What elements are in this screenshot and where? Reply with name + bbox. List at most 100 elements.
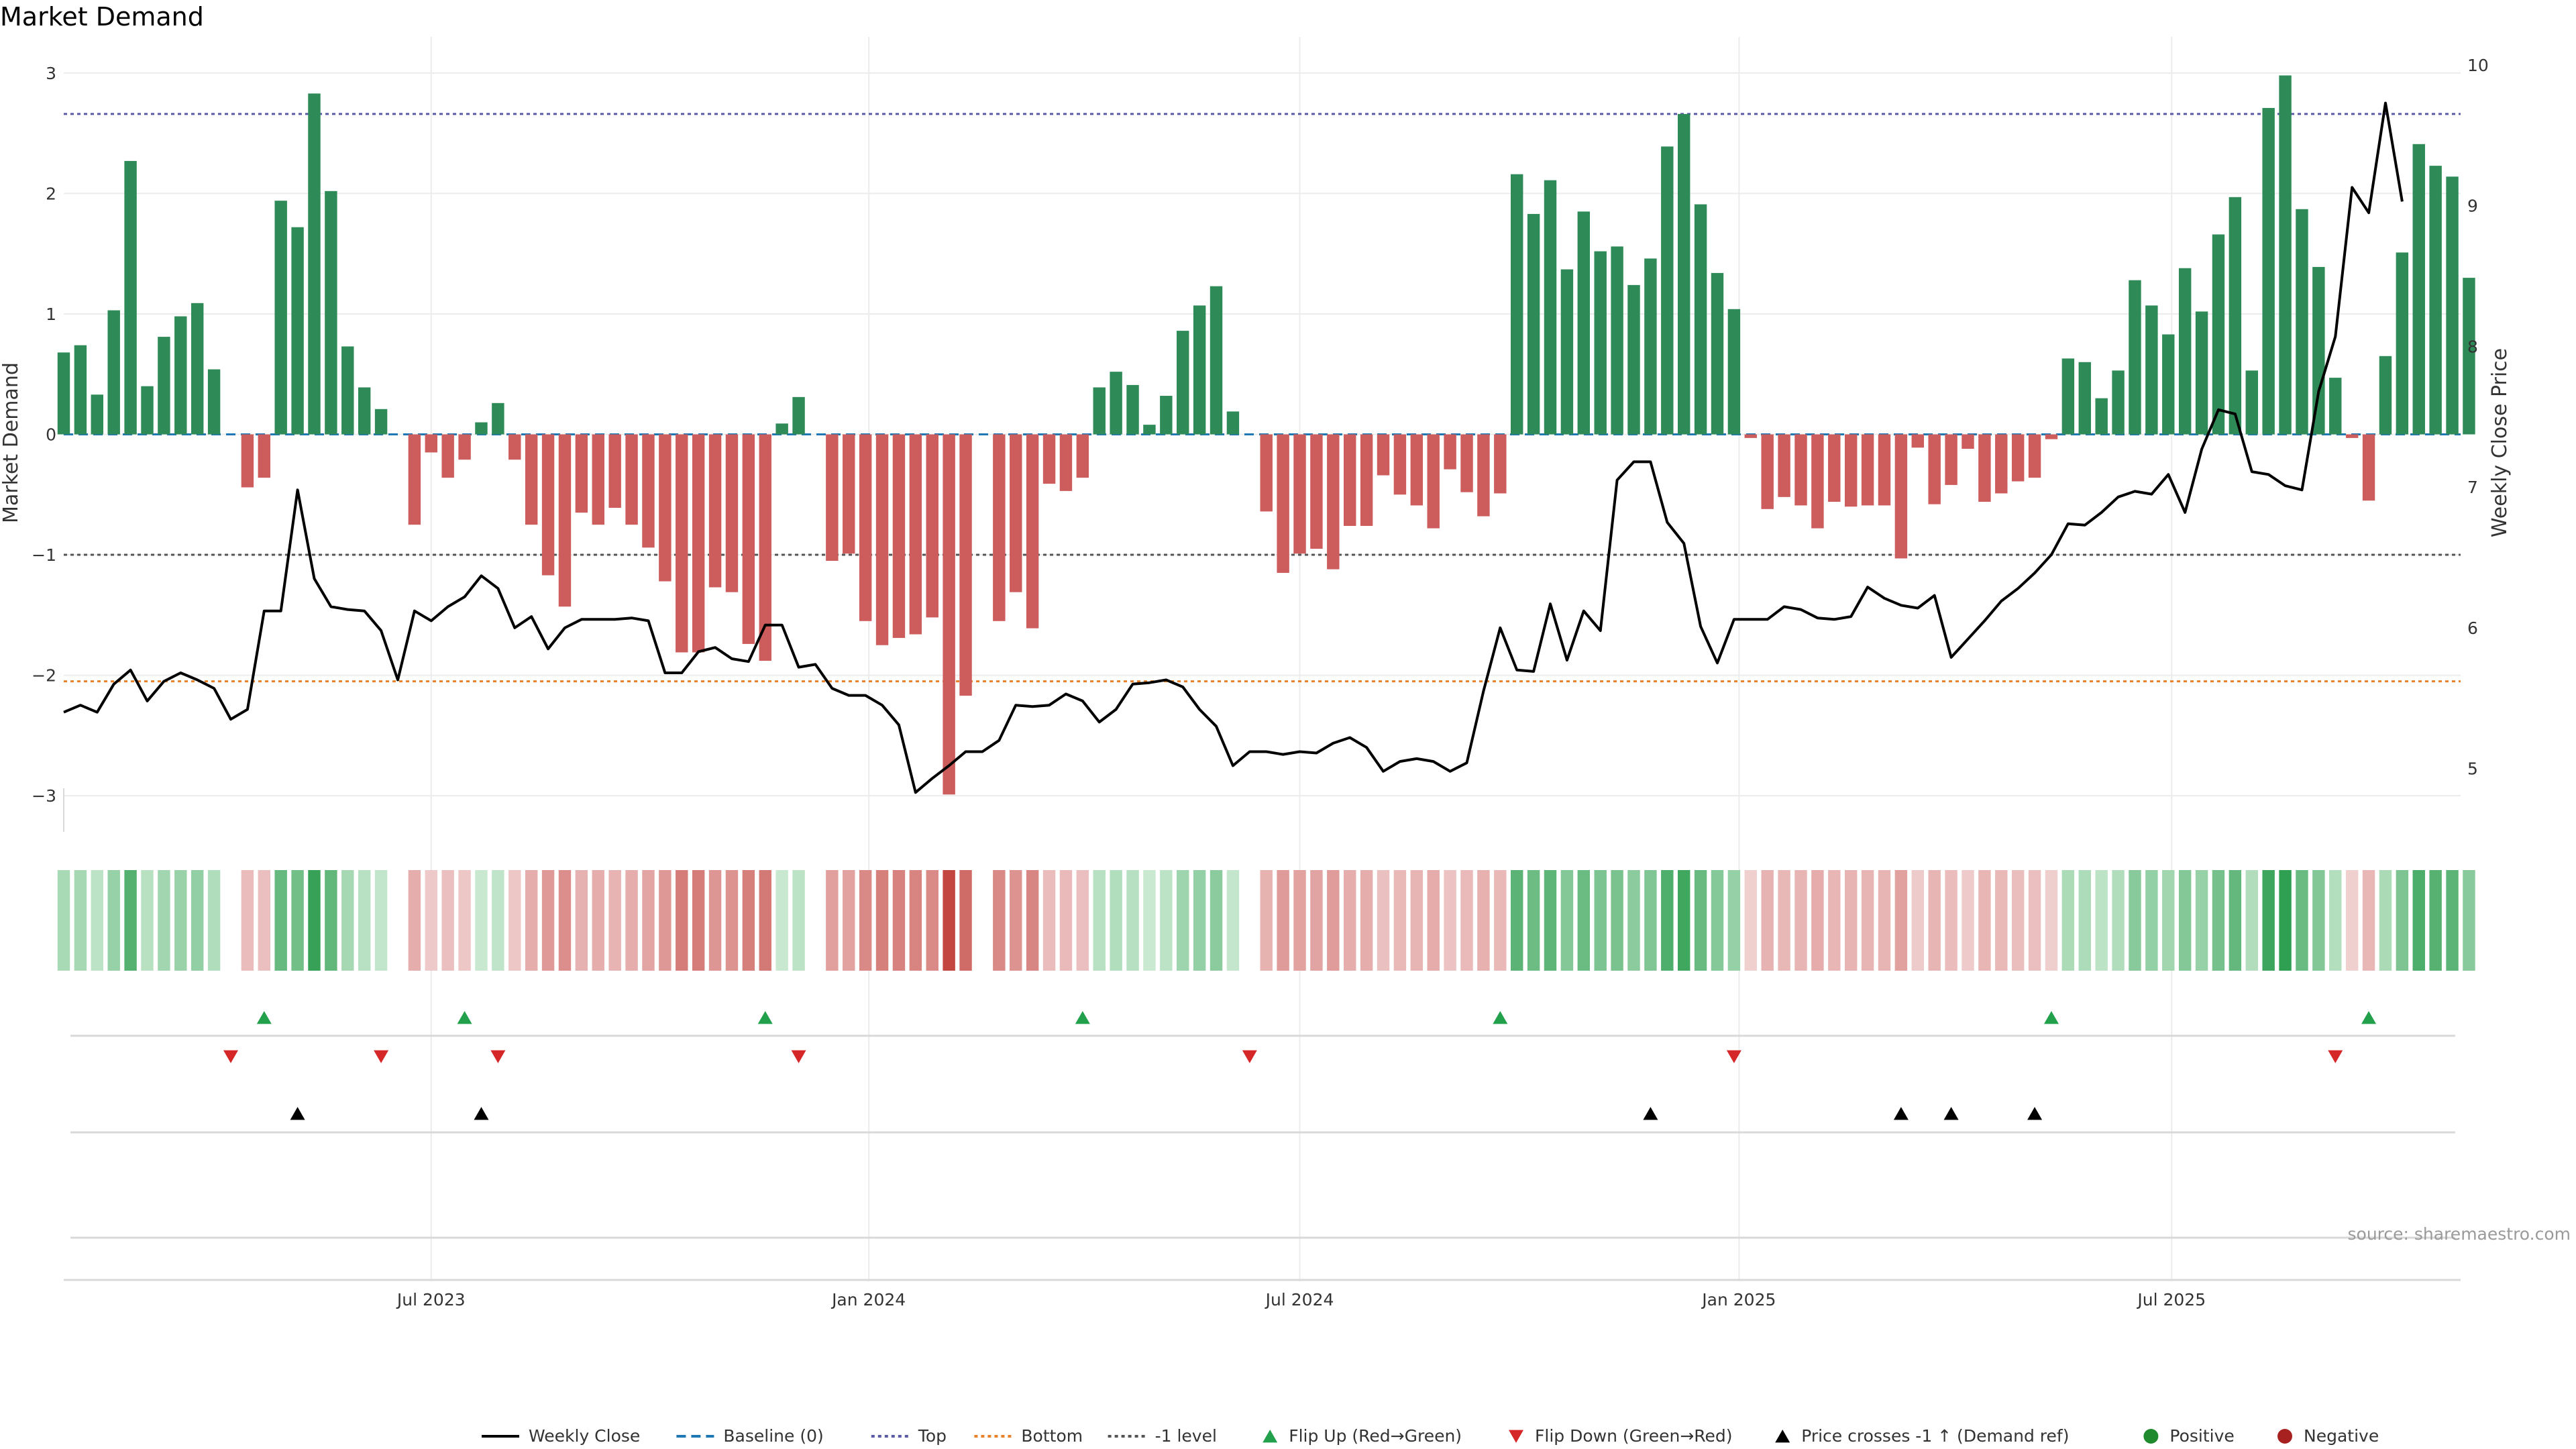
demand-bar [826, 434, 839, 561]
x-tick-label: Jan 2025 [1701, 1290, 1776, 1309]
heat-cell [74, 870, 87, 971]
demand-bar [1494, 434, 1507, 494]
legend-label: -1 level [1155, 1426, 1217, 1446]
demand-bar [1962, 434, 1974, 449]
heat-cell [91, 870, 104, 971]
heat-cell [1377, 870, 1390, 971]
demand-bar [141, 386, 154, 435]
flip-down-marker [374, 1050, 389, 1063]
demand-bar [859, 434, 872, 621]
reference-lines [64, 113, 2461, 683]
heat-cell [1527, 870, 1540, 971]
demand-bar [1210, 286, 1223, 435]
demand-bar [124, 160, 137, 435]
y2-tick-label: 10 [2467, 56, 2489, 75]
demand-bar [1744, 434, 1758, 438]
heat-cell [2145, 870, 2158, 971]
heat-cell [2178, 870, 2192, 971]
demand-bar [926, 434, 938, 618]
heat-cell [1143, 870, 1156, 971]
heat-cell [2028, 870, 2041, 971]
demand-bar [1694, 204, 1707, 435]
demand-bar [625, 434, 638, 525]
demand-bar [1711, 272, 1724, 435]
demand-bar [475, 422, 488, 435]
y-tick-label: 2 [46, 184, 56, 203]
legend-label: Negative [2304, 1426, 2379, 1446]
demand-bar [2129, 280, 2141, 435]
heat-cell [57, 870, 70, 971]
demand-bar [541, 434, 555, 576]
demand-bar [1778, 434, 1790, 497]
heat-cell [642, 870, 655, 971]
demand-bar [308, 93, 321, 435]
demand-bar [1911, 434, 1924, 448]
demand-bar [1761, 434, 1774, 509]
source-note: source: sharemaestro.com [2348, 1224, 2571, 1244]
demand-bar [2446, 176, 2459, 435]
legend-item: Top [871, 1426, 947, 1446]
demand-bar [1527, 213, 1540, 435]
heat-cell [274, 870, 287, 971]
legend-swatch [1263, 1430, 1278, 1443]
heat-cell [1727, 870, 1741, 971]
legend-label: Price crosses -1 ↑ (Demand ref) [1801, 1426, 2069, 1446]
demand-bar [425, 434, 437, 453]
heat-cell [2095, 870, 2108, 971]
heat-cell [692, 870, 705, 971]
heat-cell [2112, 870, 2125, 971]
x-tick-label: Jan 2024 [830, 1290, 906, 1309]
demand-bar [1059, 434, 1073, 491]
flip-up-marker [256, 1011, 272, 1024]
demand-bar [742, 434, 755, 644]
demand-bar [575, 434, 588, 513]
legend-item: Price crosses -1 ↑ (Demand ref) [1775, 1426, 2069, 1446]
legend-item: Flip Up (Red→Green) [1263, 1426, 1462, 1446]
demand-bar [1026, 434, 1039, 629]
x-tick-label: Jul 2024 [1265, 1290, 1334, 1309]
demand-bar [1928, 434, 1941, 504]
legend-item: Positive [2143, 1426, 2235, 1446]
heat-cell [676, 870, 688, 971]
x-tick-label: Jul 2023 [396, 1290, 466, 1309]
demand-bar [374, 409, 388, 435]
heat-cell [909, 870, 922, 971]
heat-cell [875, 870, 889, 971]
heat-cell [1894, 870, 1908, 971]
heat-cell [1160, 870, 1173, 971]
heat-cell [892, 870, 906, 971]
demand-bar [1444, 434, 1456, 470]
demand-bar [843, 434, 855, 554]
flip-down-marker [490, 1050, 506, 1063]
demand-bar [642, 434, 655, 548]
heat-cell [475, 870, 488, 971]
y2-axis-title: Weekly Close Price [2488, 348, 2512, 537]
x-axis: Jul 2023 Jan 2024 Jul 2024 Jan 2025 Jul 2025 [396, 1290, 2206, 1309]
heat-cell [1110, 870, 1122, 971]
heat-cell [1794, 870, 1807, 971]
demand-bar [2312, 266, 2325, 435]
demand-bar [1477, 434, 1490, 517]
flip-up-marker [1493, 1011, 1508, 1024]
demand-bar [241, 434, 254, 488]
demand-bar [207, 369, 221, 435]
heat-cell [1042, 870, 1056, 971]
heat-cell [358, 870, 371, 971]
heat-cell [2245, 870, 2258, 971]
demand-bar [1577, 211, 1591, 435]
signal-panels [64, 1011, 2461, 1281]
heat-cell [441, 870, 454, 971]
heat-cell [1193, 870, 1206, 971]
legend-label: Baseline (0) [723, 1426, 823, 1446]
demand-bars [57, 75, 2475, 795]
heat-cell [241, 870, 254, 971]
legend-label: Top [918, 1426, 947, 1446]
heat-cell [708, 870, 722, 971]
legend-swatch [1775, 1430, 1790, 1443]
demand-bar [1010, 434, 1022, 592]
demand-bar [1344, 434, 1356, 526]
heat-cell [775, 870, 788, 971]
legend-item: Bottom [974, 1426, 1083, 1446]
flip-down-marker [2328, 1050, 2343, 1063]
demand-bar [959, 434, 972, 696]
